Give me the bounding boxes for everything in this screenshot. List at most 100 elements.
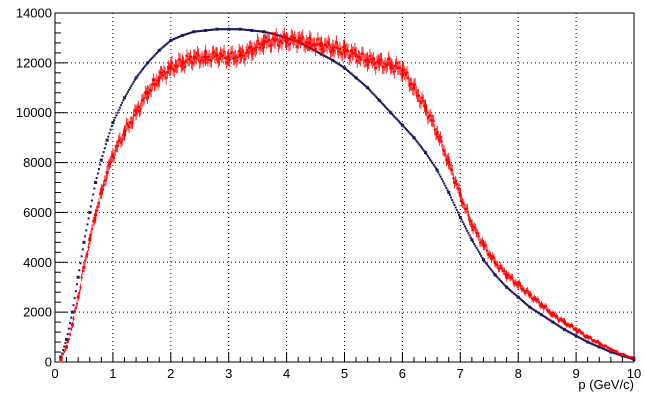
data-point — [494, 262, 497, 265]
data-point — [419, 101, 422, 104]
data-point — [275, 34, 278, 37]
data-point — [600, 343, 603, 346]
data-point — [380, 101, 383, 104]
data-point — [602, 345, 605, 348]
data-point — [100, 159, 103, 162]
data-point — [304, 45, 307, 48]
data-point — [422, 99, 425, 102]
data-point — [472, 228, 475, 231]
data-point — [550, 313, 553, 316]
data-point — [499, 264, 502, 267]
data-point — [610, 351, 613, 354]
data-point — [600, 347, 603, 350]
data-point — [563, 319, 566, 322]
data-point — [525, 290, 528, 293]
data-point — [267, 31, 270, 34]
data-point — [158, 79, 161, 82]
data-point — [445, 159, 448, 162]
data-point — [585, 340, 588, 343]
data-point — [195, 30, 198, 33]
data-point — [337, 63, 340, 66]
data-point — [406, 129, 409, 132]
data-point — [184, 60, 187, 63]
data-point — [269, 45, 272, 48]
data-point — [93, 187, 96, 190]
data-point — [252, 52, 255, 55]
data-point — [507, 274, 510, 277]
data-point — [477, 250, 480, 253]
data-point — [555, 314, 558, 317]
data-point — [236, 28, 239, 31]
data-point — [113, 156, 116, 159]
data-point — [521, 300, 524, 303]
data-point — [571, 325, 574, 328]
data-point — [578, 336, 581, 339]
data-point — [458, 213, 461, 216]
data-point — [407, 77, 410, 80]
data-point — [482, 243, 485, 246]
data-point — [190, 31, 193, 34]
data-point — [467, 214, 470, 217]
data-point — [588, 342, 591, 345]
data-point — [533, 296, 536, 299]
data-point — [414, 138, 417, 141]
data-point — [165, 43, 168, 46]
data-point — [284, 40, 287, 43]
data-point — [245, 28, 248, 31]
data-point — [91, 199, 94, 202]
data-point — [566, 323, 569, 326]
data-point — [498, 267, 501, 270]
data-point — [410, 83, 413, 86]
data-point — [128, 88, 131, 91]
data-point — [543, 305, 546, 308]
data-point — [592, 339, 595, 342]
data-point — [130, 84, 133, 87]
data-point — [393, 115, 396, 118]
data-point — [258, 30, 261, 33]
data-point — [202, 29, 205, 32]
data-point — [364, 59, 367, 62]
data-point — [228, 28, 231, 31]
x-tick-label: 2 — [167, 366, 174, 381]
data-point — [129, 121, 132, 124]
data-point — [247, 29, 250, 32]
data-point — [487, 253, 490, 256]
data-point — [399, 121, 402, 124]
data-point — [510, 290, 513, 293]
data-point — [509, 276, 512, 279]
data-point — [607, 350, 610, 353]
data-point — [139, 107, 142, 110]
data-point — [388, 61, 391, 64]
data-point — [208, 55, 211, 58]
data-point — [410, 134, 413, 137]
data-point — [153, 83, 156, 86]
y-tick-label: 8000 — [23, 155, 52, 170]
data-point — [99, 192, 102, 195]
data-point — [67, 338, 70, 341]
data-point — [107, 164, 110, 167]
data-point — [538, 301, 541, 304]
data-point — [74, 306, 77, 309]
data-point — [512, 292, 515, 295]
data-point — [554, 315, 557, 318]
data-point — [374, 67, 377, 70]
data-point — [286, 39, 289, 42]
data-point — [146, 96, 149, 99]
data-point — [513, 282, 516, 285]
data-point — [541, 304, 544, 307]
data-point — [513, 293, 516, 296]
data-point — [219, 52, 222, 55]
data-point — [446, 189, 449, 192]
data-point — [142, 98, 145, 101]
data-point — [561, 319, 564, 322]
data-point — [198, 30, 201, 33]
data-point — [460, 200, 463, 203]
data-point — [444, 184, 447, 187]
data-point — [528, 293, 531, 296]
data-point — [118, 106, 121, 109]
data-point — [516, 283, 519, 286]
data-point — [377, 59, 380, 62]
data-point — [604, 344, 607, 347]
data-point — [404, 127, 407, 130]
data-point — [397, 66, 400, 69]
